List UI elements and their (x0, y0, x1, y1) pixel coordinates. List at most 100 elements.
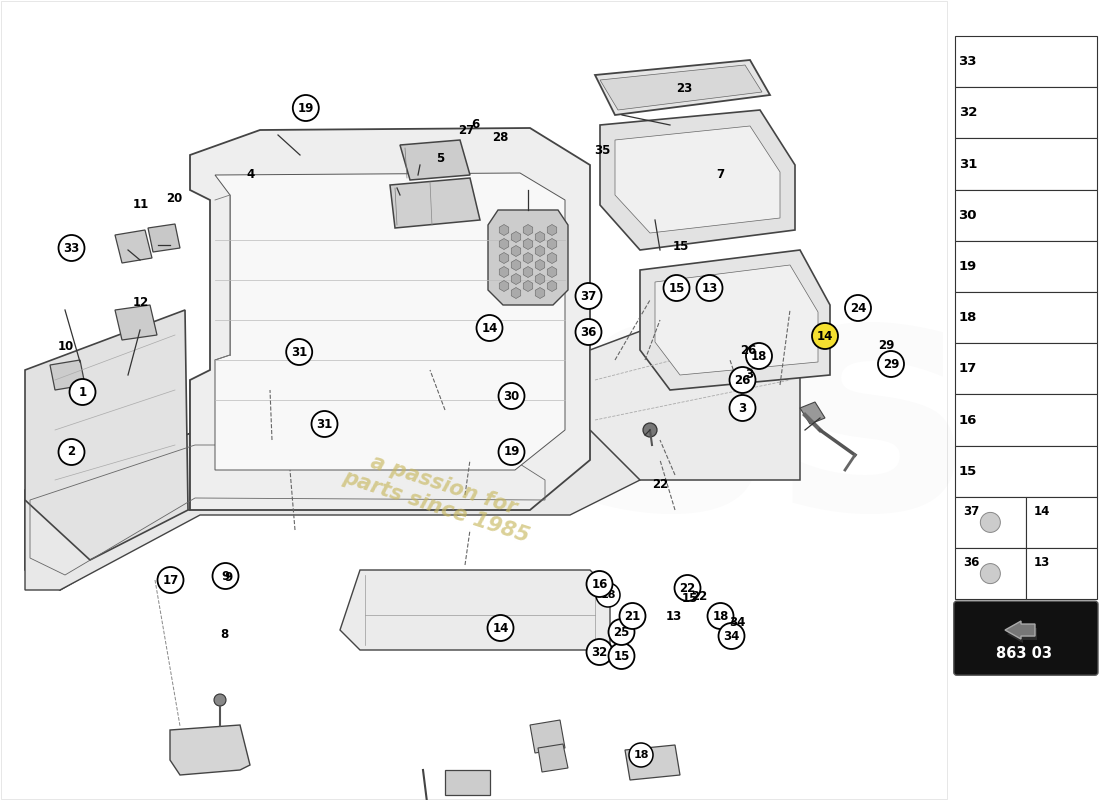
Circle shape (608, 619, 635, 645)
Circle shape (746, 343, 772, 369)
Circle shape (487, 615, 514, 641)
Bar (1026, 548, 1097, 599)
Text: 16: 16 (958, 414, 977, 426)
Circle shape (476, 315, 503, 341)
Text: 21: 21 (625, 610, 640, 622)
Circle shape (157, 567, 184, 593)
Text: 15: 15 (959, 465, 977, 478)
Text: 19: 19 (504, 446, 519, 458)
Circle shape (608, 643, 635, 669)
Circle shape (629, 743, 653, 767)
Text: 34: 34 (724, 630, 739, 642)
Polygon shape (446, 770, 490, 795)
Polygon shape (488, 210, 568, 305)
Text: 19: 19 (298, 102, 314, 114)
Text: 29: 29 (879, 339, 894, 352)
Text: 14: 14 (1034, 505, 1050, 518)
Bar (955, 292, 1097, 343)
Bar (955, 138, 1097, 190)
Circle shape (663, 275, 690, 301)
Circle shape (586, 571, 613, 597)
Text: 15: 15 (669, 282, 684, 294)
Polygon shape (25, 310, 188, 560)
Text: 30: 30 (504, 390, 519, 402)
Bar (955, 548, 1026, 599)
Polygon shape (615, 126, 780, 233)
FancyArrow shape (1005, 621, 1035, 639)
Circle shape (311, 411, 338, 437)
Circle shape (286, 339, 312, 365)
Text: 33: 33 (64, 242, 79, 254)
Text: 31: 31 (958, 158, 977, 170)
Text: 4: 4 (246, 168, 255, 181)
Circle shape (644, 423, 657, 437)
Text: 1: 1 (78, 386, 87, 398)
Circle shape (69, 379, 96, 405)
Circle shape (58, 439, 85, 465)
Bar (955, 394, 1097, 446)
Text: 35: 35 (595, 144, 610, 157)
Bar (955, 497, 1026, 548)
Text: 2: 2 (67, 446, 76, 458)
Polygon shape (595, 60, 770, 115)
Text: 5: 5 (436, 152, 444, 165)
Bar (955, 87, 1097, 138)
Polygon shape (600, 110, 795, 250)
Text: 30: 30 (958, 209, 977, 222)
Circle shape (575, 319, 602, 345)
Text: 29: 29 (883, 358, 899, 370)
Text: 37: 37 (581, 290, 596, 302)
Text: 17: 17 (959, 362, 977, 375)
Bar (955, 36, 1097, 87)
Text: 7: 7 (716, 168, 725, 181)
Text: 28: 28 (493, 131, 508, 144)
Text: 26: 26 (735, 374, 750, 386)
Text: a passion for
parts since 1985: a passion for parts since 1985 (341, 446, 539, 546)
Text: 3: 3 (738, 402, 747, 414)
Text: 32: 32 (592, 646, 607, 658)
Circle shape (498, 383, 525, 409)
Text: 3: 3 (745, 368, 754, 381)
Text: 14: 14 (482, 322, 497, 334)
Polygon shape (340, 570, 610, 650)
Polygon shape (190, 128, 590, 510)
Circle shape (845, 295, 871, 321)
Text: 36: 36 (962, 556, 979, 569)
Text: 23: 23 (676, 82, 692, 95)
Text: 34: 34 (729, 616, 745, 629)
Polygon shape (214, 173, 565, 470)
Text: 33: 33 (958, 55, 977, 68)
Text: 22: 22 (652, 478, 668, 490)
Text: 15: 15 (682, 592, 697, 605)
Text: 11: 11 (133, 198, 148, 210)
Circle shape (980, 512, 1000, 533)
Text: 15: 15 (673, 240, 689, 253)
Text: 8: 8 (220, 628, 229, 641)
Text: 18: 18 (713, 610, 728, 622)
Text: 13: 13 (667, 610, 682, 622)
Circle shape (696, 275, 723, 301)
Polygon shape (116, 305, 157, 340)
Text: 13: 13 (702, 282, 717, 294)
Polygon shape (625, 745, 680, 780)
Text: 14: 14 (493, 622, 508, 634)
Polygon shape (654, 265, 818, 375)
Text: 9: 9 (221, 570, 230, 582)
Text: 20: 20 (166, 192, 182, 205)
Polygon shape (116, 230, 152, 263)
Text: 15: 15 (614, 650, 629, 662)
Polygon shape (600, 65, 762, 110)
FancyArrow shape (1006, 625, 1037, 643)
Text: 22: 22 (680, 582, 695, 594)
Text: 37: 37 (962, 505, 979, 518)
Text: 19: 19 (959, 260, 977, 273)
Bar (955, 343, 1097, 394)
FancyBboxPatch shape (954, 602, 1098, 675)
Polygon shape (590, 290, 800, 480)
Circle shape (729, 395, 756, 421)
Bar (955, 190, 1097, 241)
Circle shape (212, 563, 239, 589)
Circle shape (619, 603, 646, 629)
Text: 863 03: 863 03 (996, 646, 1052, 662)
Polygon shape (50, 360, 85, 390)
